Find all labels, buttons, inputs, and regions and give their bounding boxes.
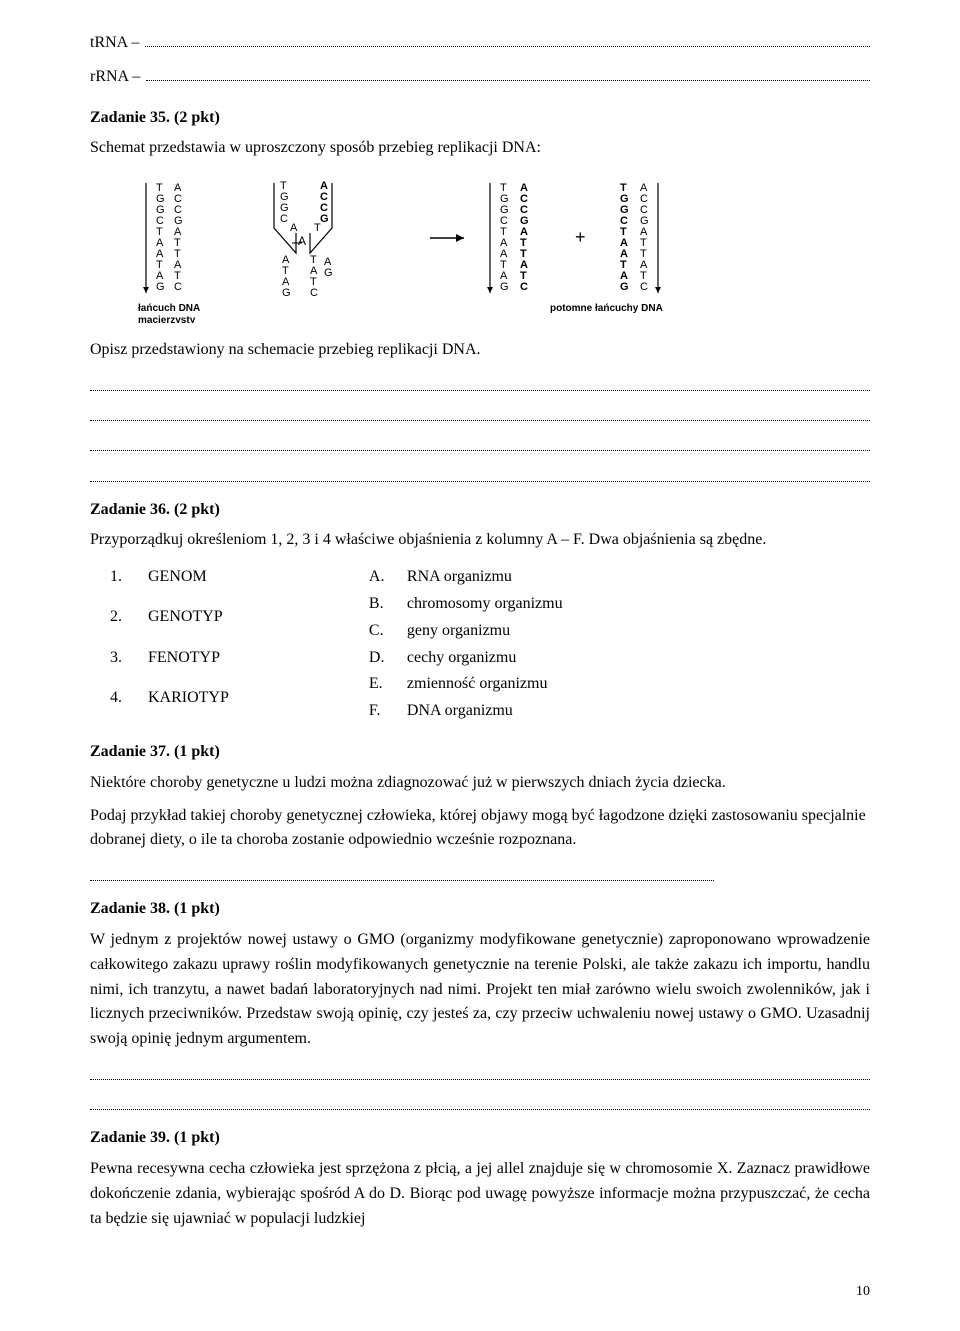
- match-num: D.: [369, 646, 397, 671]
- svg-text:C: C: [520, 281, 528, 293]
- svg-text:łańcuch DNA: łańcuch DNA: [138, 303, 200, 314]
- svg-text:potomne łańcuchy DNA: potomne łańcuchy DNA: [550, 303, 663, 314]
- answer-line: [90, 861, 714, 881]
- task35-intro: Schemat przedstawia w uproszczony sposób…: [90, 136, 870, 161]
- match-term: chromosomy organizmu: [407, 592, 563, 617]
- dotted-fill: [146, 64, 870, 81]
- answer-line: [90, 1060, 870, 1080]
- match-num: E.: [369, 672, 397, 697]
- page: tRNA – rRNA – Zadanie 35. (2 pkt) Schema…: [30, 0, 930, 1321]
- task37-p1: Niektóre choroby genetyczne u ludzi możn…: [90, 771, 870, 796]
- svg-text:G: G: [324, 267, 333, 279]
- label-rrna: rRNA –: [90, 65, 140, 90]
- task35-instruction: Opisz przedstawiony na schemacie przebie…: [90, 338, 870, 363]
- dna-svg: TGGCTAATAGACCGATTATCłańcuch DNAmacierzys…: [130, 173, 830, 323]
- task37-heading: Zadanie 37. (1 pkt): [90, 740, 870, 765]
- task39-p1: Pewna recesywna cecha człowieka jest spr…: [90, 1157, 870, 1231]
- match-term: zmienność organizmu: [407, 672, 563, 697]
- svg-text:G: G: [156, 281, 165, 293]
- task36-heading: Zadanie 36. (2 pkt): [90, 498, 870, 523]
- task35-heading: Zadanie 35. (2 pkt): [90, 106, 870, 131]
- svg-text:C: C: [640, 281, 648, 293]
- svg-text:macierzysty: macierzysty: [138, 315, 196, 323]
- match-num: F.: [369, 699, 397, 724]
- task39-heading: Zadanie 39. (1 pkt): [90, 1126, 870, 1151]
- task38-heading: Zadanie 38. (1 pkt): [90, 897, 870, 922]
- match-num: C.: [369, 619, 397, 644]
- svg-text:G: G: [620, 281, 629, 293]
- svg-text:C: C: [174, 281, 182, 293]
- matching-right-col: A. RNA organizmu B. chromosomy organizmu…: [369, 565, 563, 724]
- dotted-fill: [145, 30, 870, 47]
- row-rrna: rRNA –: [90, 64, 870, 90]
- match-term: geny organizmu: [407, 619, 563, 644]
- matching-table: 1. GENOM 2. GENOTYP 3. FENOTYP 4. KARIOT…: [110, 565, 870, 724]
- task36-intro: Przyporządkuj określeniom 1, 2, 3 i 4 wł…: [90, 528, 870, 553]
- task37-p2: Podaj przykład takiej choroby genetyczne…: [90, 804, 870, 854]
- svg-text:A: A: [290, 222, 298, 234]
- match-num: 1.: [110, 565, 138, 603]
- match-term: FENOTYP: [148, 646, 229, 684]
- svg-text:G: G: [282, 287, 291, 299]
- svg-text:G: G: [500, 281, 509, 293]
- answer-line: [90, 1090, 870, 1110]
- svg-text:C: C: [310, 287, 318, 299]
- match-num: 3.: [110, 646, 138, 684]
- matching-left-col: 1. GENOM 2. GENOTYP 3. FENOTYP 4. KARIOT…: [110, 565, 229, 724]
- match-num: A.: [369, 565, 397, 590]
- row-trna: tRNA –: [90, 30, 870, 56]
- answer-line: [90, 431, 870, 451]
- match-term: KARIOTYP: [148, 686, 229, 724]
- dna-diagram: TGGCTAATAGACCGATTATCłańcuch DNAmacierzys…: [90, 173, 870, 332]
- match-num: 4.: [110, 686, 138, 724]
- match-num: 2.: [110, 605, 138, 643]
- svg-text:G: G: [320, 213, 329, 225]
- svg-text:C: C: [280, 213, 288, 225]
- svg-text:A: A: [298, 234, 306, 248]
- answer-line: [90, 401, 870, 421]
- svg-text:T: T: [314, 222, 321, 234]
- svg-text:+: +: [575, 227, 586, 247]
- page-number: 10: [856, 1281, 870, 1303]
- label-trna: tRNA –: [90, 31, 139, 56]
- task38-p1: W jednym z projektów nowej ustawy o GMO …: [90, 928, 870, 1052]
- match-term: GENOM: [148, 565, 229, 603]
- match-term: cechy organizmu: [407, 646, 563, 671]
- answer-line: [90, 371, 870, 391]
- match-term: DNA organizmu: [407, 699, 563, 724]
- match-term: GENOTYP: [148, 605, 229, 643]
- match-num: B.: [369, 592, 397, 617]
- answer-line: [90, 461, 870, 481]
- match-term: RNA organizmu: [407, 565, 563, 590]
